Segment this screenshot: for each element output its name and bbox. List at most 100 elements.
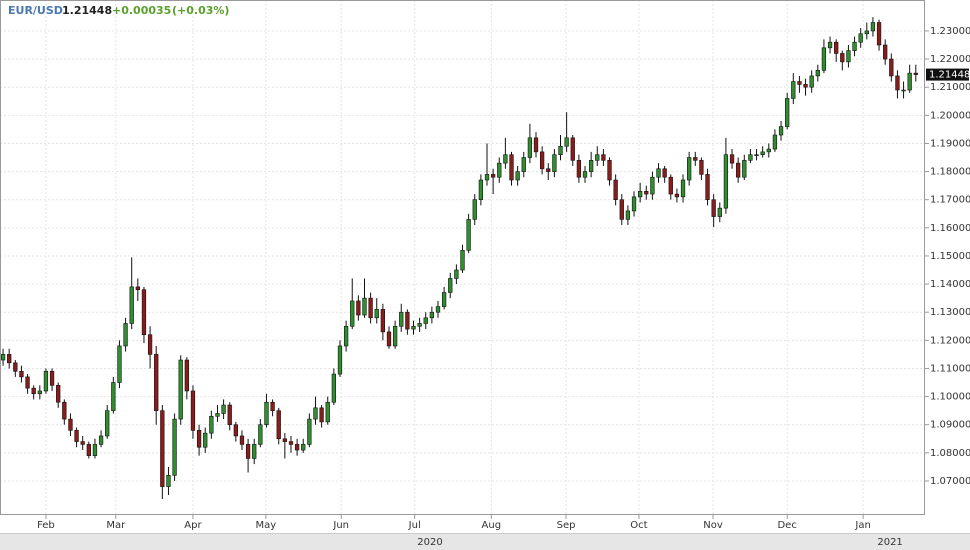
- plot-frame: [0, 0, 925, 515]
- candle-body: [883, 44, 888, 60]
- candle-body: [399, 311, 404, 327]
- candle-body: [221, 404, 226, 414]
- candle-body: [515, 171, 520, 181]
- candle-body: [423, 317, 428, 324]
- candle-body: [613, 179, 618, 200]
- candle-body: [325, 401, 330, 423]
- candle-body: [7, 354, 12, 364]
- candle-body: [772, 134, 778, 150]
- candle-body: [742, 160, 747, 178]
- candle-body: [166, 475, 171, 487]
- candle-body: [840, 53, 845, 63]
- candle-body: [638, 190, 643, 198]
- candle-body: [448, 278, 453, 293]
- candle-body: [576, 160, 582, 178]
- x-tick-label: Mar: [106, 520, 126, 531]
- candle-body: [876, 22, 882, 46]
- candle-body: [386, 331, 392, 347]
- candle-body: [760, 151, 765, 155]
- x-tick-label: Oct: [630, 520, 647, 531]
- candle-body: [913, 72, 918, 75]
- candle-body: [98, 435, 104, 445]
- candle-body: [80, 441, 85, 445]
- candle-body: [454, 269, 459, 279]
- candle-body: [356, 300, 361, 316]
- x-tick-label: Sep: [557, 520, 576, 531]
- candle-body: [258, 424, 263, 445]
- candle-body: [490, 174, 496, 178]
- candle-body: [435, 306, 441, 313]
- candle-body: [123, 323, 128, 347]
- candle-body: [56, 385, 61, 403]
- candle-body: [301, 444, 306, 451]
- candle-body: [74, 430, 79, 442]
- candle-body: [31, 387, 36, 395]
- candle-body: [650, 176, 655, 195]
- candle-body: [43, 370, 49, 392]
- y-tick-label: 1.12000: [930, 335, 970, 346]
- candle-body: [203, 432, 208, 448]
- candle-body: [209, 415, 214, 434]
- candle-body: [778, 126, 784, 136]
- candle-body: [0, 354, 6, 361]
- candle-body: [460, 250, 465, 271]
- y-tick-label: 1.11000: [930, 363, 970, 374]
- candle-body: [631, 196, 637, 212]
- candle-body: [368, 297, 373, 319]
- candle-body: [564, 137, 569, 147]
- candle-body: [729, 154, 735, 164]
- y-tick-label: 1.17000: [930, 195, 970, 206]
- candle-body: [644, 190, 649, 195]
- candle-body: [901, 89, 906, 92]
- candle-body: [466, 219, 471, 251]
- candle-body: [13, 362, 18, 372]
- candle-body: [282, 438, 287, 442]
- y-tick-label: 1.07000: [930, 476, 970, 487]
- candle-body: [699, 160, 704, 175]
- candle-body: [858, 33, 863, 43]
- candle-body: [337, 345, 343, 375]
- y-tick-label: 1.14000: [930, 279, 970, 290]
- candle-body: [785, 98, 790, 127]
- candle-body: [748, 154, 753, 161]
- candle-body: [172, 418, 177, 476]
- candle-body: [196, 430, 202, 448]
- candle-body: [895, 75, 900, 91]
- candle-body: [307, 418, 312, 445]
- year-label: 2021: [877, 537, 902, 548]
- candle-body: [478, 179, 484, 200]
- candle-body: [233, 424, 238, 437]
- year-label: 2020: [417, 537, 442, 548]
- candle-body: [190, 390, 196, 431]
- candle-body: [668, 176, 673, 195]
- candle-body: [619, 199, 624, 220]
- candle-body: [907, 72, 912, 91]
- candle-body: [405, 311, 410, 330]
- x-tick-label: Feb: [37, 520, 55, 531]
- candle-body: [533, 137, 539, 153]
- candle-body: [674, 193, 680, 198]
- candle-body: [570, 137, 575, 161]
- candle-body: [117, 345, 122, 383]
- candle-body: [86, 444, 91, 456]
- candle-body: [270, 401, 275, 411]
- candle-body: [509, 154, 514, 181]
- candle-body: [239, 435, 245, 445]
- candle-body: [680, 179, 686, 198]
- candle-body: [362, 297, 367, 316]
- y-tick-label: 1.16000: [930, 223, 970, 234]
- candle-body: [37, 390, 42, 395]
- y-tick-label: 1.08000: [930, 448, 970, 459]
- candle-body: [827, 41, 833, 49]
- y-tick-label: 1.10000: [930, 392, 970, 403]
- candle-body: [852, 41, 857, 51]
- candle-body: [178, 359, 183, 420]
- candle-body: [25, 376, 30, 389]
- candle-body: [717, 207, 722, 217]
- candle-body: [350, 300, 355, 327]
- y-tick-label: 1.13000: [930, 307, 970, 318]
- candle-body: [723, 154, 729, 209]
- candle-body: [797, 81, 802, 85]
- candle-body: [864, 30, 869, 35]
